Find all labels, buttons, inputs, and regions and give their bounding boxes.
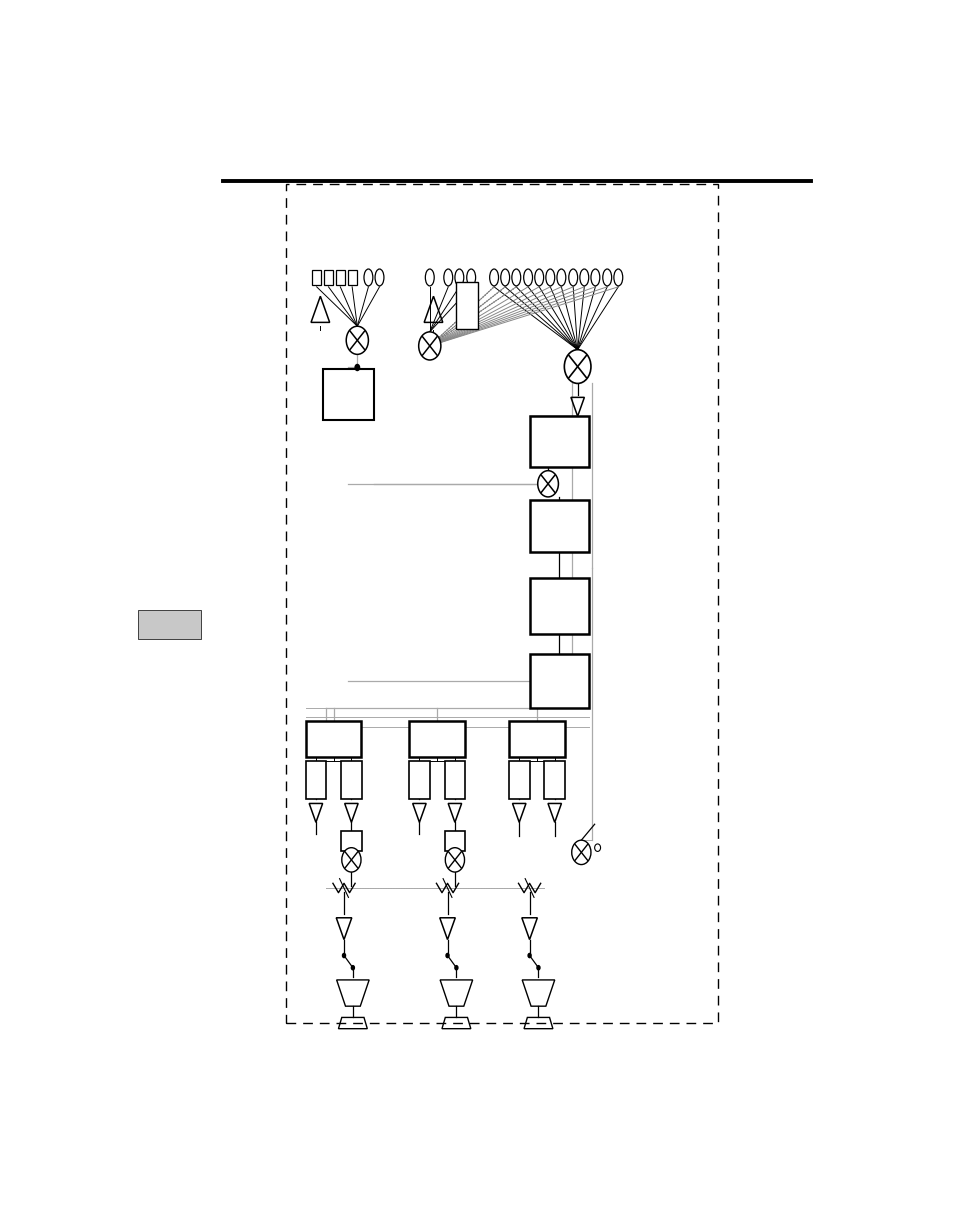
Circle shape xyxy=(341,952,346,959)
Circle shape xyxy=(454,965,458,971)
Bar xyxy=(341,831,361,851)
Bar xyxy=(341,761,361,799)
Bar xyxy=(508,761,529,799)
Circle shape xyxy=(354,364,360,371)
Bar xyxy=(306,721,361,756)
Bar xyxy=(529,415,588,468)
Circle shape xyxy=(536,965,540,971)
Bar xyxy=(444,831,465,851)
Circle shape xyxy=(527,952,531,959)
Bar xyxy=(335,270,344,285)
Bar xyxy=(529,577,588,633)
Bar xyxy=(509,721,564,756)
Circle shape xyxy=(351,965,355,971)
Circle shape xyxy=(445,952,449,959)
Bar xyxy=(544,761,564,799)
Bar xyxy=(529,654,588,708)
Bar xyxy=(456,283,477,329)
Bar xyxy=(409,721,464,756)
Bar xyxy=(137,610,200,638)
Bar xyxy=(409,761,429,799)
Circle shape xyxy=(418,331,440,361)
Circle shape xyxy=(341,848,360,872)
Circle shape xyxy=(537,470,558,497)
Bar xyxy=(529,501,588,552)
Circle shape xyxy=(445,848,464,872)
Bar xyxy=(347,270,356,285)
Circle shape xyxy=(346,326,368,354)
Bar xyxy=(323,369,374,420)
Bar xyxy=(324,270,333,285)
Circle shape xyxy=(571,840,590,865)
Circle shape xyxy=(564,350,590,384)
Bar xyxy=(444,761,465,799)
Bar xyxy=(312,270,321,285)
Bar xyxy=(305,761,326,799)
Bar xyxy=(285,184,718,1023)
